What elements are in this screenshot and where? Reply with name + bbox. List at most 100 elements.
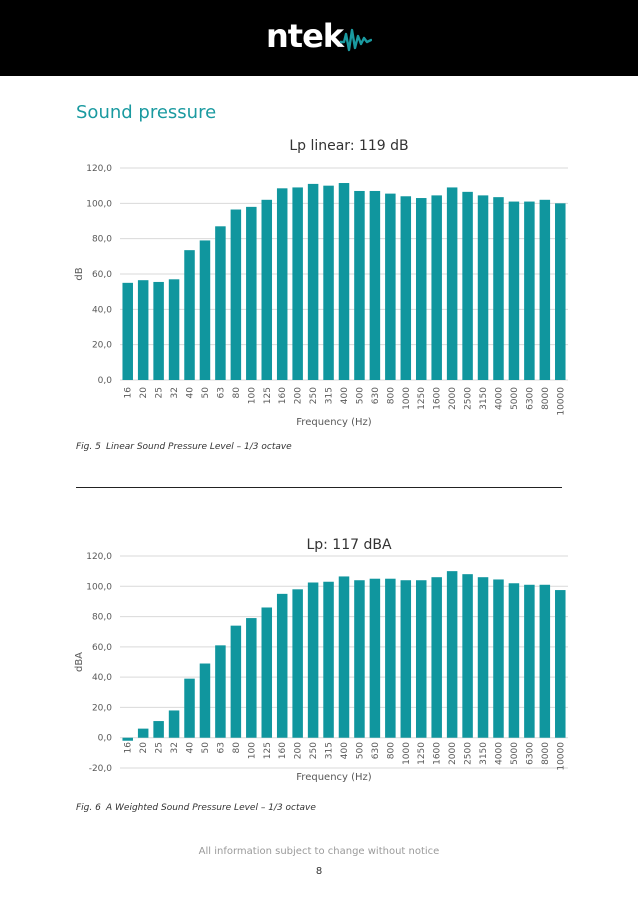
- x-tick-label: 40: [186, 742, 196, 754]
- x-tick-label: 800: [386, 742, 396, 759]
- fig6-caption: Fig. 6 A Weighted Sound Pressure Level – …: [76, 803, 316, 813]
- y-tick-label: 20,0: [92, 341, 112, 351]
- x-tick-label: 5000: [510, 742, 520, 765]
- bar-315: [323, 581, 334, 738]
- x-tick-label: 160: [278, 742, 288, 759]
- x-tick-label: 630: [371, 742, 381, 759]
- x-tick-label: 63: [216, 387, 226, 398]
- bar-250: [307, 582, 319, 738]
- fig5-caption: Fig. 5 Linear Sound Pressure Level – 1/3 …: [76, 442, 292, 452]
- bar-125: [261, 607, 273, 738]
- ntek-logo: ntek: [266, 17, 378, 60]
- x-tick-label: 500: [355, 742, 365, 759]
- bar-200: [292, 187, 303, 380]
- x-tick-label: 400: [340, 387, 350, 404]
- bar-250: [307, 183, 319, 380]
- y-axis-title: dB: [74, 267, 85, 280]
- bar-20: [137, 728, 149, 738]
- bar-6300: [524, 584, 535, 738]
- x-tick-label: 200: [294, 387, 304, 404]
- logo-text: ntek: [266, 17, 344, 55]
- bar-500: [354, 190, 365, 380]
- x-tick-label: 1000: [402, 387, 412, 410]
- x-tick-label: 125: [263, 742, 273, 759]
- y-tick-label: 60,0: [92, 643, 112, 653]
- bar-3150: [477, 577, 489, 738]
- bar-1250: [415, 198, 427, 380]
- bar-400: [338, 576, 350, 738]
- y-tick-label: 120,0: [86, 552, 112, 562]
- bar-800: [385, 193, 396, 380]
- x-tick-label: 250: [309, 387, 319, 404]
- x-tick-label: 16: [124, 387, 134, 399]
- x-axis-title: Frequency (Hz): [296, 417, 372, 428]
- x-tick-label: 1600: [433, 387, 443, 410]
- y-tick-label: 0,0: [98, 734, 113, 744]
- linear-spl-chart: Lp linear: 119 dB 0,0 20,0 40,0 60,0 80,0 100,…: [74, 138, 568, 428]
- x-tick-label: 160: [278, 387, 288, 404]
- x-tick-label: 50: [201, 742, 211, 754]
- x-tick-label: 8000: [541, 742, 551, 765]
- x-tick-label: 1600: [433, 742, 443, 765]
- bar-16: [122, 737, 133, 741]
- x-tick-label: 2500: [464, 742, 474, 765]
- bar-400: [338, 183, 350, 380]
- bar-32: [168, 710, 180, 738]
- bar-2000: [446, 571, 458, 738]
- bar-5000: [508, 201, 520, 380]
- bar-1000: [400, 196, 412, 380]
- y-tick-label: -20,0: [89, 764, 113, 774]
- fig5-number: Fig. 5: [76, 442, 101, 452]
- x-tick-label: 63: [216, 742, 226, 753]
- bar-80: [230, 209, 242, 380]
- x-tick-label: 1000: [402, 742, 412, 765]
- x-tick-label: 32: [170, 387, 180, 398]
- bar-25: [153, 281, 164, 380]
- x-tick-label: 6300: [525, 742, 535, 765]
- y-tick-label: 100,0: [86, 199, 112, 209]
- y-tick-label: 80,0: [92, 613, 112, 623]
- bar-50: [199, 663, 211, 738]
- bar-315: [323, 185, 334, 380]
- x-tick-label: 50: [201, 387, 211, 399]
- x-tick-label: 3150: [479, 742, 489, 765]
- x-tick-label: 32: [170, 742, 180, 753]
- x-tick-label: 100: [247, 387, 257, 404]
- bar-1250: [415, 580, 427, 738]
- bar-50: [199, 240, 211, 380]
- x-tick-label: 20: [139, 742, 149, 754]
- header-bar: ntek: [0, 0, 638, 76]
- x-tick-label: 80: [232, 742, 242, 754]
- bar-8000: [539, 199, 551, 380]
- y-tick-label: 20,0: [92, 703, 112, 713]
- x-tick-label: 16: [124, 742, 134, 754]
- x-tick-label: 10000: [556, 387, 566, 416]
- x-tick-label: 6300: [525, 387, 535, 410]
- page-number: 8: [315, 866, 323, 877]
- x-tick-label: 4000: [494, 742, 504, 765]
- x-tick-label: 10000: [556, 742, 566, 771]
- section-title: Sound pressure: [76, 102, 217, 123]
- bar-500: [354, 580, 365, 738]
- x-tick-label: 4000: [494, 387, 504, 410]
- y-tick-label: 120,0: [86, 164, 112, 174]
- x-tick-label: 5000: [510, 387, 520, 410]
- fig6-number: Fig. 6: [76, 803, 101, 813]
- bar-200: [292, 589, 303, 738]
- x-tick-label: 25: [155, 742, 165, 753]
- x-tick-label: 315: [325, 387, 335, 404]
- x-tick-label: 2000: [448, 742, 458, 765]
- bar-6300: [524, 201, 535, 380]
- x-tick-label: 40: [186, 387, 196, 399]
- fig6-text: A Weighted Sound Pressure Level – 1/3 oc…: [106, 803, 316, 813]
- bar-2000: [446, 187, 458, 380]
- x-tick-label: 630: [371, 387, 381, 404]
- y-axis-title: dBA: [74, 652, 85, 672]
- y-tick-label: 80,0: [92, 235, 112, 245]
- bar-1000: [400, 580, 412, 738]
- x-tick-label: 500: [355, 387, 365, 404]
- bar-25: [153, 721, 164, 738]
- x-tick-label: 2000: [448, 387, 458, 410]
- bar-800: [385, 578, 396, 738]
- bar-10000: [555, 203, 566, 380]
